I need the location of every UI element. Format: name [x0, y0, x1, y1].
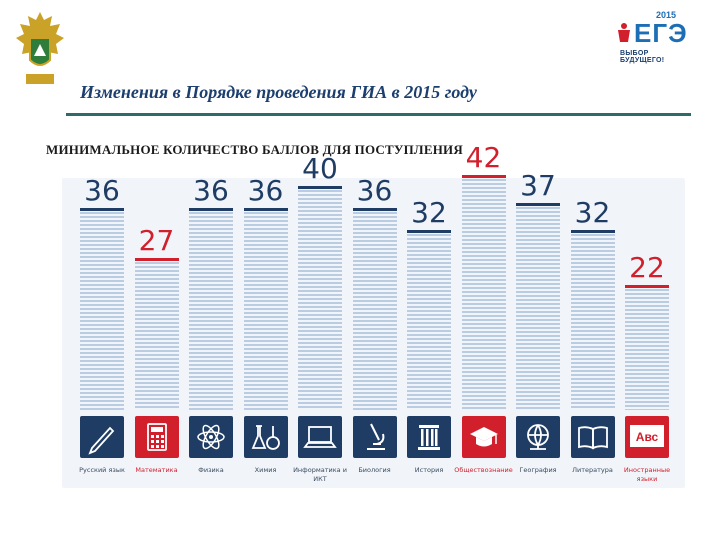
score-bar	[189, 212, 233, 410]
score-marker	[189, 208, 233, 211]
subject-label: Обществознание	[454, 466, 513, 474]
globe-icon	[516, 416, 560, 458]
score-bar	[461, 179, 506, 410]
subject-label: Информатика и ИКТ	[293, 466, 347, 483]
graduation-cap-icon	[461, 416, 506, 458]
logo-year: 2015	[656, 10, 677, 20]
score-marker	[80, 208, 124, 211]
column-icon	[407, 416, 451, 458]
logo-tagline: ВЫБОР БУДУЩЕГО!	[620, 50, 665, 64]
subject-score: 32	[411, 196, 447, 229]
score-marker	[298, 186, 342, 189]
subject-label: Русский язык	[79, 466, 125, 474]
score-marker	[352, 208, 397, 211]
score-marker	[407, 230, 451, 233]
subject-score: 37	[520, 168, 556, 202]
score-marker	[570, 230, 615, 233]
subject-label: История	[414, 466, 444, 474]
subject-score: 36	[193, 174, 229, 207]
title-divider	[66, 113, 691, 116]
score-bar	[298, 190, 342, 410]
score-bar	[407, 234, 451, 410]
svg-text:Авс: Авс	[636, 430, 659, 444]
score-marker	[516, 202, 560, 206]
subject-label: География	[519, 466, 557, 474]
ege-logo-mark-icon	[618, 23, 630, 42]
score-bar	[516, 206, 560, 410]
score-bar	[80, 212, 124, 410]
subject-label: Химия	[254, 466, 277, 474]
subject-score: 40	[302, 152, 338, 185]
subject-label: Физика	[198, 466, 224, 474]
subject-score: 36	[247, 174, 284, 207]
subject-score: 27	[138, 223, 175, 257]
logo-brand: ЕГЭ	[634, 18, 688, 48]
subject-score: 32	[574, 196, 611, 229]
subject-label: Литература	[572, 466, 613, 474]
subject-score: 42	[465, 141, 502, 174]
abc-icon: Авс	[625, 416, 669, 458]
subject-score: 36	[356, 174, 393, 207]
coat-of-arms-emblem	[16, 12, 64, 84]
score-marker	[625, 285, 669, 288]
subject-label: Математика	[135, 466, 178, 474]
subject-score: 36	[84, 174, 120, 207]
score-bar	[243, 212, 288, 410]
laptop-icon	[298, 416, 342, 458]
score-bar	[352, 212, 397, 410]
pen-icon	[80, 416, 124, 458]
microscope-icon	[352, 416, 397, 458]
score-bar	[134, 261, 179, 410]
score-bar	[625, 289, 669, 410]
subject-label: Биология	[358, 466, 391, 474]
page-subtitle: МИНИМАЛЬНОЕ КОЛИЧЕСТВО БАЛЛОВ ДЛЯ ПОСТУП…	[46, 142, 463, 157]
ege-logo: 2015 ЕГЭ ВЫБОР БУДУЩЕГО!	[612, 10, 688, 66]
atom-icon	[189, 416, 233, 458]
score-marker	[134, 257, 179, 261]
score-marker	[461, 175, 506, 178]
calculator-icon	[134, 416, 179, 458]
subject-score: 22	[629, 251, 665, 284]
book-icon	[570, 416, 615, 458]
page-title: Изменения в Порядке проведения ГИА в 201…	[80, 82, 477, 102]
score-marker	[243, 208, 288, 211]
score-bar	[570, 234, 615, 410]
scores-panel: 36 Русский язык 27 Математика 36 Физика 36 Хими…	[62, 141, 685, 488]
flask-icon	[243, 416, 288, 458]
subject-label: Иностранные языки	[623, 466, 671, 483]
